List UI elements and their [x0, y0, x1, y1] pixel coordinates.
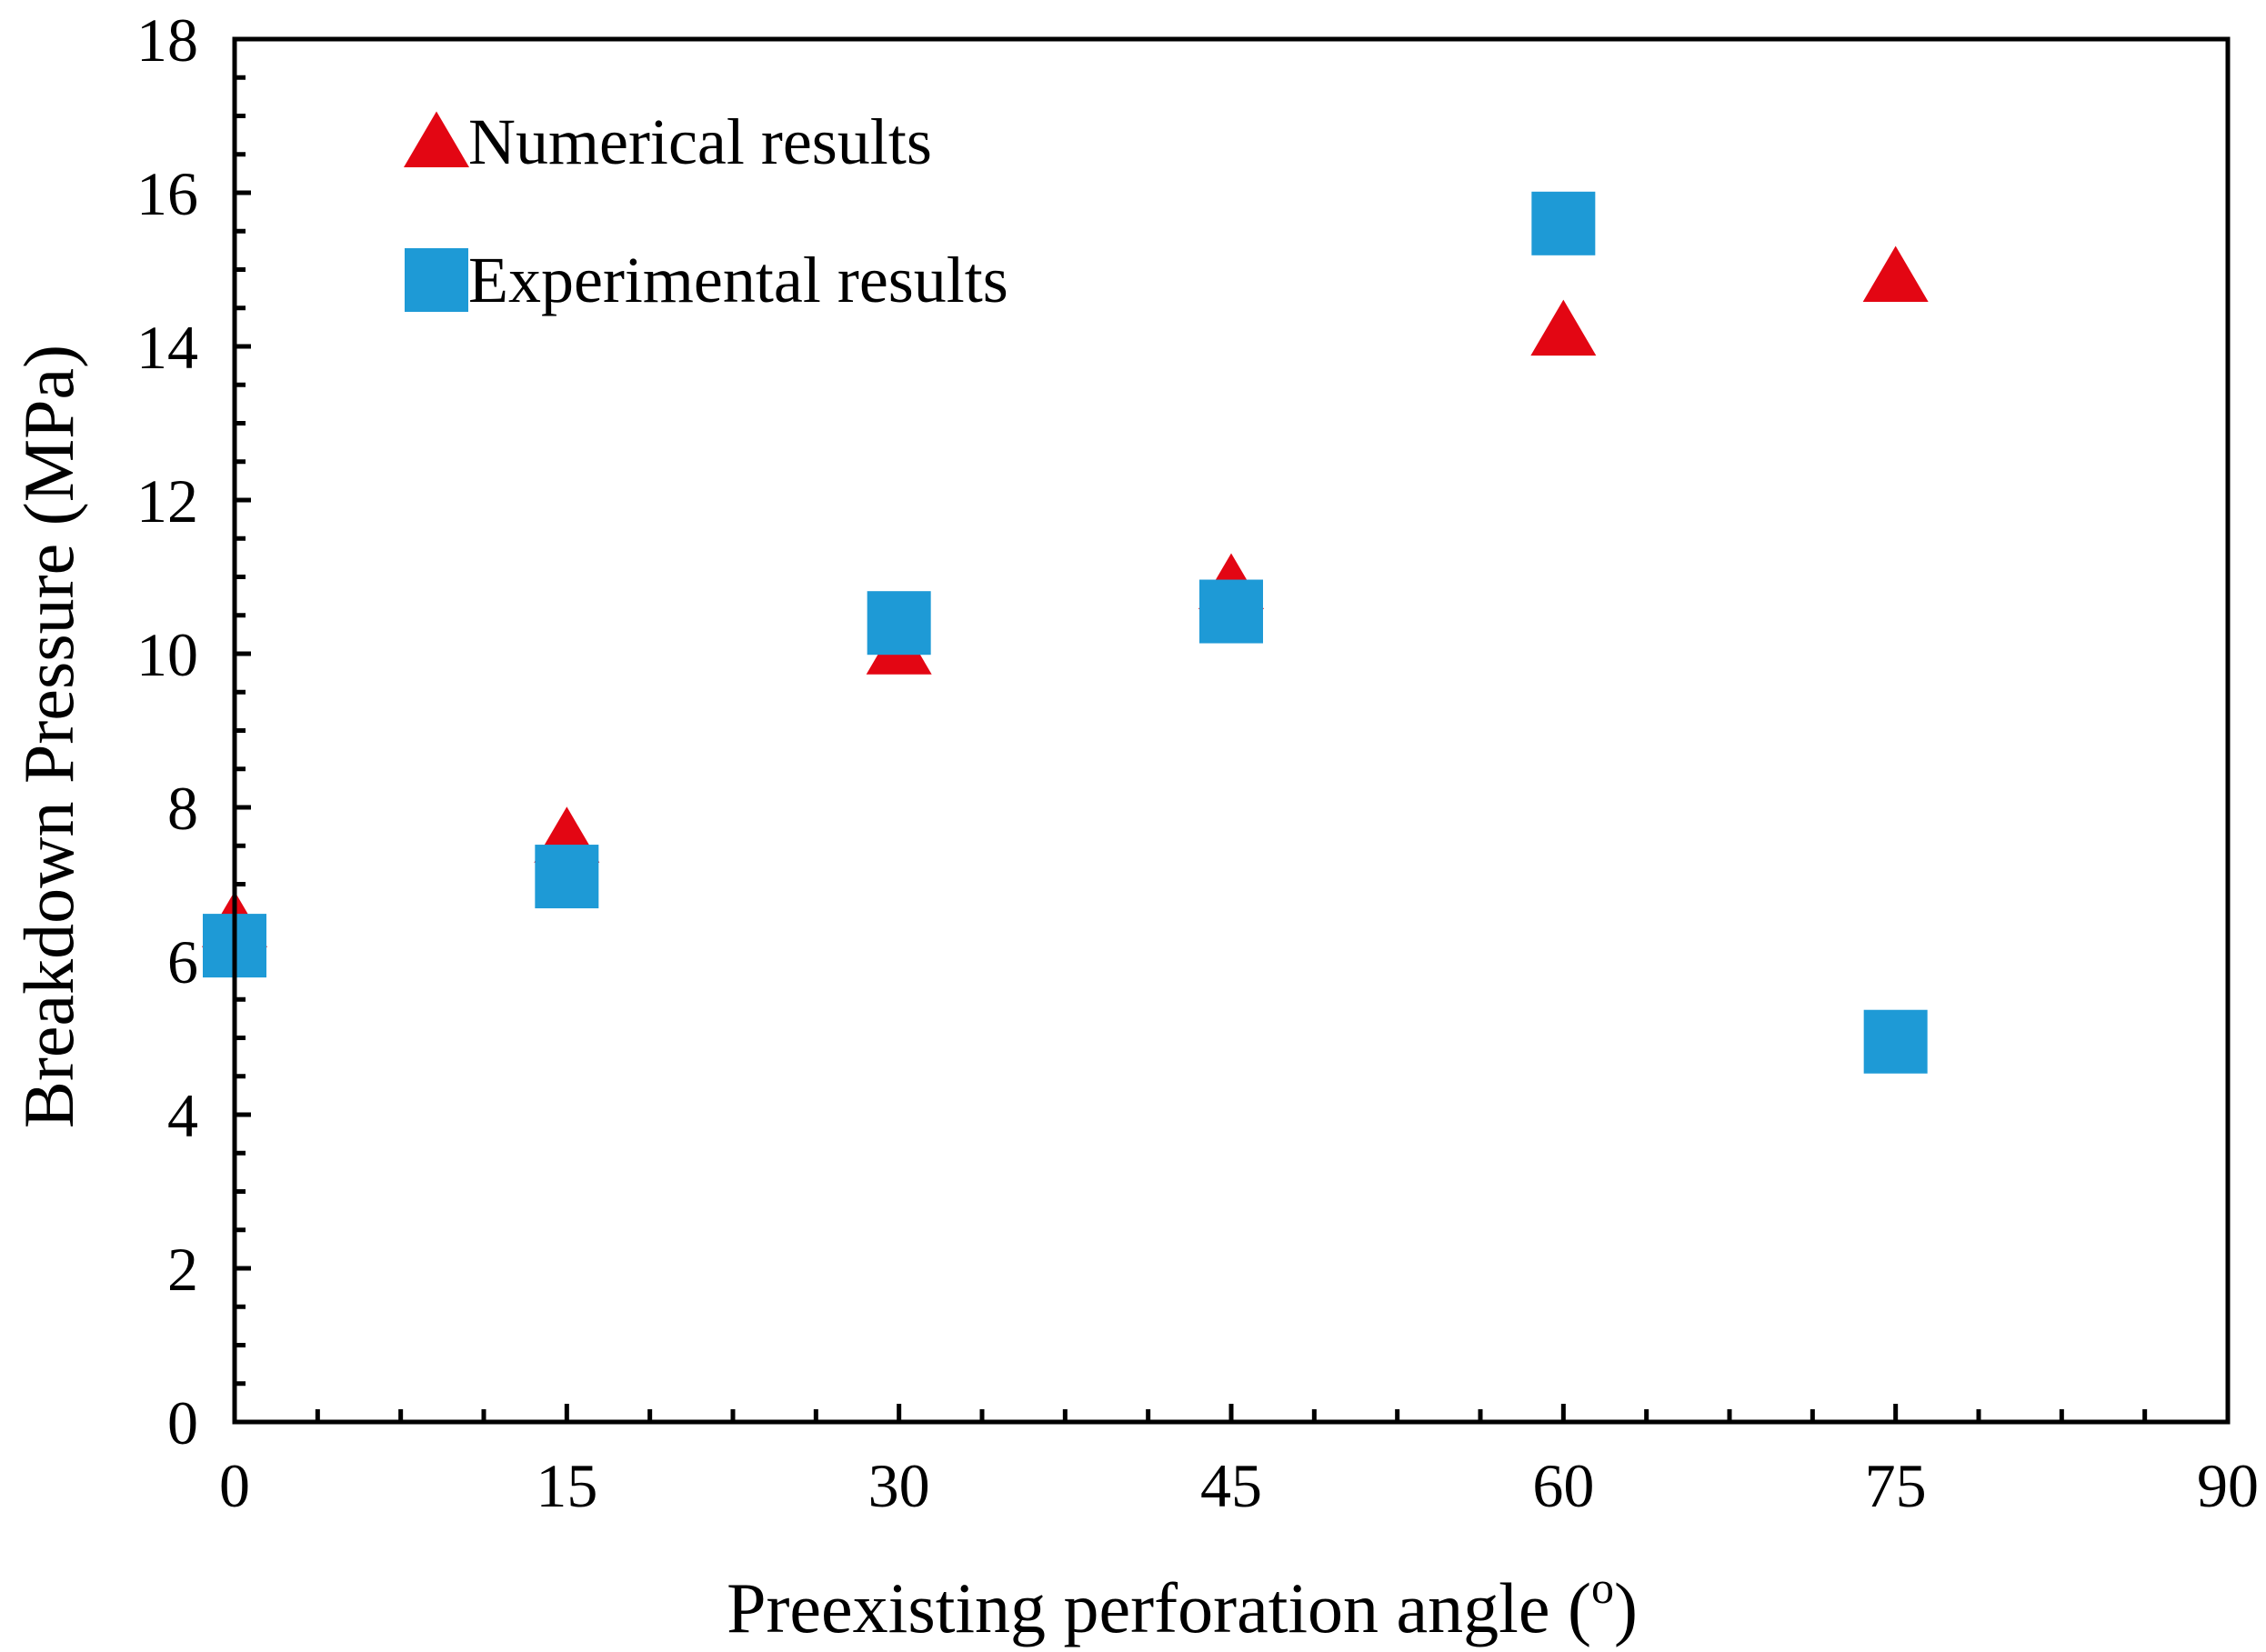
legend-marker-numerical: [404, 111, 469, 167]
experimental-point-15: [535, 845, 599, 909]
experimental-point-45: [1199, 579, 1263, 644]
y-tick-label: 14: [136, 313, 198, 382]
y-tick-label: 8: [167, 774, 198, 843]
data-points: [202, 191, 1929, 1074]
experimental-point-30: [867, 591, 931, 656]
x-tick-label: 15: [536, 1451, 597, 1520]
y-tick-label: 12: [136, 466, 198, 536]
experimental-point-75: [1863, 1009, 1928, 1074]
x-axis-title-superscript: o: [1591, 1562, 1614, 1613]
x-tick-label: 75: [1865, 1451, 1927, 1520]
y-tick-label: 16: [136, 159, 198, 228]
plot-frame: [232, 36, 2231, 1425]
y-axis-title: Breakdown Pressure (MPa): [9, 345, 88, 1128]
x-tick-label: 60: [1532, 1451, 1594, 1520]
numerical-point-75: [1862, 245, 1929, 302]
legend-square-marker: [405, 248, 468, 312]
x-tick-label: 90: [2197, 1451, 2259, 1520]
numerical-point-60: [1530, 299, 1597, 356]
x-axis-title: Preexisting perforation angle (o): [727, 1562, 1638, 1647]
x-tick-label: 30: [868, 1451, 930, 1520]
experimental-point-60: [1531, 191, 1596, 255]
y-tick-label: 18: [136, 5, 198, 75]
x-tick-label: 0: [219, 1451, 250, 1520]
x-axis-title-suffix: ): [1614, 1568, 1638, 1647]
tick-labels: 0 2 4 6 8 10 12 14 16 18 0 15 30 45 60 75 90: [136, 5, 2259, 1520]
y-tick-label: 10: [136, 620, 198, 689]
legend-label-numerical: Numerical results: [468, 105, 932, 178]
legend-triangle-marker: [404, 111, 469, 167]
y-tick-label: 0: [167, 1388, 198, 1457]
x-axis-title-text: Preexisting perforation angle (: [727, 1568, 1591, 1647]
legend: Numerical results Experimental results: [404, 105, 1008, 316]
y-tick-label: 2: [167, 1235, 198, 1304]
legend-label-experimental: Experimental results: [468, 244, 1008, 316]
legend-marker-experimental: [405, 248, 468, 312]
y-tick-label: 4: [167, 1081, 198, 1150]
y-tick-label: 6: [167, 927, 198, 996]
x-tick-label: 45: [1200, 1451, 1262, 1520]
